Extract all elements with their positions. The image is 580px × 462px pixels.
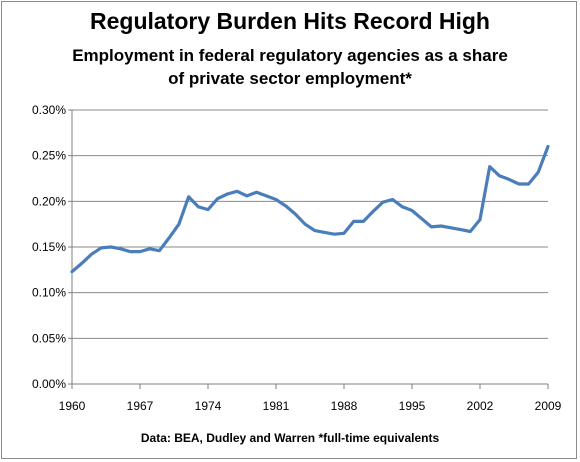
x-tick-label: 1967 xyxy=(127,399,154,413)
x-tick-label: 1974 xyxy=(195,399,222,413)
y-tick-label: 0.20% xyxy=(32,194,66,208)
x-tick-label: 1995 xyxy=(399,399,426,413)
y-tick-label: 0.10% xyxy=(32,286,66,300)
x-tick-label: 1988 xyxy=(331,399,358,413)
chart-subtitle-line-2: of private sector employment* xyxy=(168,69,412,88)
x-tick-label: 1960 xyxy=(59,399,86,413)
x-tick-label: 1981 xyxy=(263,399,290,413)
x-tick-label: 2009 xyxy=(535,399,562,413)
x-tick-label: 2002 xyxy=(467,399,494,413)
chart-subtitle: Employment in federal regulatory agencie… xyxy=(0,44,580,90)
source-note: Data: BEA, Dudley and Warren *full-time … xyxy=(140,431,440,445)
chart-subtitle-line-1: Employment in federal regulatory agencie… xyxy=(72,46,508,65)
y-tick-label: 0.25% xyxy=(32,149,66,163)
chart-title: Regulatory Burden Hits Record High xyxy=(90,8,490,34)
y-tick-label: 0.00% xyxy=(32,377,66,391)
y-tick-label: 0.05% xyxy=(32,331,66,345)
y-tick-label: 0.30% xyxy=(32,103,66,117)
y-tick-label: 0.15% xyxy=(32,240,66,254)
series-line xyxy=(70,144,550,274)
